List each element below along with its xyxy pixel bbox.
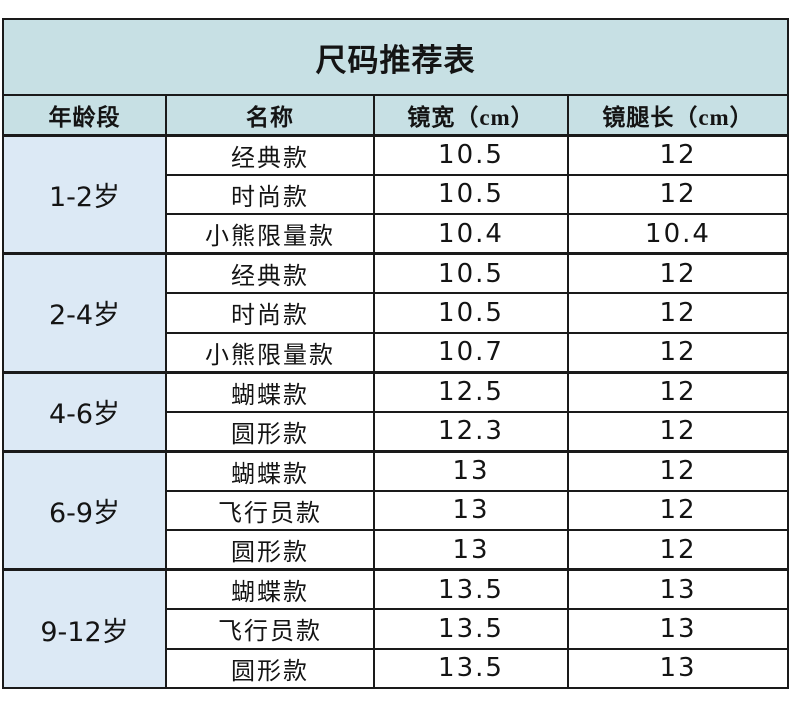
style-name-cell: 经典款 (165, 133, 375, 176)
age-group-cell: 4-6岁 (2, 370, 167, 452)
table-row: 时尚款 10.5 12 (3, 292, 789, 334)
style-name-cell: 小熊限量款 (165, 213, 375, 255)
lens-width-cell: 13 (373, 529, 569, 571)
table-title: 尺码推荐表 (2, 18, 789, 96)
title-row: 尺码推荐表 (2, 18, 789, 96)
table-row: 2-4岁 经典款 10.5 12 (2, 252, 789, 373)
table-body: 1-2岁 经典款 10.5 12 时尚款 10.5 12 小熊限量款 10.4 10.4 2-4岁经… (2, 133, 789, 689)
table-row: 小熊限量款 10.7 12 (3, 331, 789, 373)
age-group-cell: 2-4岁 (2, 252, 167, 373)
header-row: 年龄段 名称 镜宽（cm） 镜腿长（cm） (2, 94, 789, 136)
style-name-cell: 飞行员款 (165, 489, 375, 531)
lens-width-cell: 10.5 (373, 173, 569, 215)
temple-length-cell: 12 (567, 410, 789, 452)
column-header-style-name: 名称 (165, 94, 375, 136)
style-name-cell: 飞行员款 (165, 608, 375, 650)
lens-width-cell: 10.7 (373, 331, 569, 373)
age-group-cell: 1-2岁 (2, 133, 167, 255)
lens-width-cell: 10.4 (373, 213, 569, 255)
lens-width-cell: 10.5 (373, 252, 569, 294)
table-row: 4-6岁 蝴蝶款 12.5 12 (2, 370, 789, 452)
lens-width-cell: 10.5 (373, 292, 569, 334)
table-row: 圆形款 13 12 (3, 529, 789, 571)
table-row: 飞行员款 13 12 (3, 489, 789, 531)
column-header-age-range: 年龄段 (2, 94, 167, 136)
style-name-cell: 时尚款 (165, 173, 375, 215)
temple-length-cell: 13 (567, 608, 789, 650)
style-name-cell: 蝴蝶款 (165, 370, 375, 413)
style-name-cell: 圆形款 (165, 529, 375, 571)
temple-length-cell: 13 (567, 647, 789, 689)
lens-width-cell: 12.5 (373, 370, 569, 413)
lens-width-cell: 10.5 (373, 133, 569, 176)
style-name-cell: 小熊限量款 (165, 331, 375, 373)
table-row: 1-2岁 经典款 10.5 12 (2, 133, 789, 255)
style-name-cell: 圆形款 (165, 647, 375, 689)
lens-width-cell: 12.3 (373, 410, 569, 452)
temple-length-cell: 12 (567, 252, 789, 294)
size-chart-page: 尺码推荐表 年龄段 名称 镜宽（cm） 镜腿长（cm） 1-2岁 经典款 10.5 1… (2, 18, 789, 689)
temple-length-cell: 12 (567, 292, 789, 334)
column-header-lens-width: 镜宽（cm） (373, 94, 569, 136)
lens-width-cell: 13.5 (373, 647, 569, 689)
lens-width-cell: 13.5 (373, 568, 569, 610)
age-group-cell: 6-9岁 (2, 449, 167, 571)
table-row: 时尚款 10.5 12 (3, 173, 789, 215)
table-row: 飞行员款 13.5 13 (3, 608, 789, 650)
temple-length-cell: 12 (567, 449, 789, 492)
lens-width-cell: 13 (373, 449, 569, 492)
lens-width-cell: 13.5 (373, 608, 569, 650)
column-header-temple-length: 镜腿长（cm） (567, 94, 789, 136)
temple-length-cell: 12 (567, 133, 789, 176)
table-row: 圆形款 13.5 13 (3, 647, 789, 689)
table-row: 小熊限量款 10.4 10.4 (3, 213, 789, 255)
style-name-cell: 蝴蝶款 (165, 449, 375, 492)
table-row: 6-9岁 蝴蝶款 13 12 (2, 449, 789, 571)
style-name-cell: 圆形款 (165, 410, 375, 452)
table-row: 9-12岁 蝴蝶款 13.5 13 (2, 568, 789, 689)
temple-length-cell: 12 (567, 331, 789, 373)
temple-length-cell: 12 (567, 173, 789, 215)
style-name-cell: 经典款 (165, 252, 375, 294)
temple-length-cell: 12 (567, 370, 789, 413)
size-recommendation-table: 尺码推荐表 年龄段 名称 镜宽（cm） 镜腿长（cm） 1-2岁 经典款 10.5 1… (2, 18, 789, 689)
style-name-cell: 时尚款 (165, 292, 375, 334)
style-name-cell: 蝴蝶款 (165, 568, 375, 610)
temple-length-cell: 10.4 (567, 213, 789, 255)
temple-length-cell: 12 (567, 489, 789, 531)
temple-length-cell: 13 (567, 568, 789, 610)
age-group-cell: 9-12岁 (2, 568, 167, 689)
lens-width-cell: 13 (373, 489, 569, 531)
table-row: 圆形款 12.3 12 (3, 410, 789, 452)
temple-length-cell: 12 (567, 529, 789, 571)
